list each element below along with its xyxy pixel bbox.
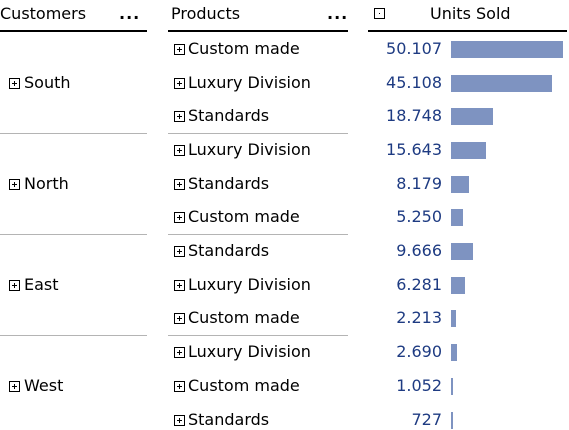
units-sold-value: 5.250 <box>396 207 442 226</box>
customer-name[interactable]: South <box>24 73 71 92</box>
units-sold-bar <box>451 344 457 361</box>
units-sold-value: 15.643 <box>386 140 442 159</box>
expand-product-icon[interactable] <box>174 280 185 291</box>
customer-group-separator <box>0 133 147 134</box>
units-sold-bar <box>451 412 453 429</box>
products-more-button[interactable]: ... <box>327 4 349 23</box>
expand-product-icon[interactable] <box>174 415 185 426</box>
product-name[interactable]: Custom made <box>188 308 300 327</box>
product-name[interactable]: Custom made <box>188 207 300 226</box>
products-header[interactable]: Products <box>171 4 241 23</box>
units-sold-bar <box>451 209 463 226</box>
customer-name[interactable]: West <box>24 376 64 395</box>
units-sold-value: 2.213 <box>396 308 442 327</box>
product-name[interactable]: Standards <box>188 174 270 193</box>
units-sold-value: 18.748 <box>386 106 442 125</box>
product-name[interactable]: Standards <box>188 410 270 429</box>
expand-product-icon[interactable] <box>174 44 185 55</box>
expand-product-icon[interactable] <box>174 78 185 89</box>
expand-customer-icon[interactable] <box>9 78 20 89</box>
units-sold-bar <box>451 108 493 125</box>
units-sold-value: 1.052 <box>396 376 442 395</box>
units-sold-bar <box>451 378 454 395</box>
expand-product-icon[interactable] <box>174 111 185 122</box>
units-sold-bar <box>451 310 456 327</box>
expand-product-icon[interactable] <box>174 212 185 223</box>
units-sold-header-underline <box>368 30 567 32</box>
product-group-separator <box>168 335 348 336</box>
units-sold-bar <box>451 243 473 260</box>
units-sold-bar <box>451 277 465 294</box>
units-sold-value: 50.107 <box>386 39 442 58</box>
units-sold-bar <box>451 75 552 92</box>
product-name[interactable]: Standards <box>188 241 270 260</box>
expand-customer-icon[interactable] <box>9 381 20 392</box>
expand-product-icon[interactable] <box>174 145 185 156</box>
customer-name[interactable]: North <box>24 174 69 193</box>
expand-product-icon[interactable] <box>174 347 185 358</box>
units-sold-value: 9.666 <box>396 241 442 260</box>
expand-product-icon[interactable] <box>174 313 185 324</box>
product-name[interactable]: Custom made <box>188 39 300 58</box>
units-sold-value: 2.690 <box>396 342 442 361</box>
expand-product-icon[interactable] <box>174 246 185 257</box>
products-header-underline <box>168 30 348 32</box>
product-name[interactable]: Custom made <box>188 376 300 395</box>
units-sold-value: 8.179 <box>396 174 442 193</box>
units-sold-bar <box>451 176 470 193</box>
customer-group-separator <box>0 234 147 235</box>
units-sold-bar <box>451 142 486 159</box>
customers-header[interactable]: Customers <box>0 4 87 23</box>
product-group-separator <box>168 234 348 235</box>
product-group-separator <box>168 133 348 134</box>
customer-name[interactable]: East <box>24 275 59 294</box>
expand-customer-icon[interactable] <box>9 179 20 190</box>
units-sold-value: 45.108 <box>386 73 442 92</box>
customer-group-separator <box>0 335 147 336</box>
units-sold-value: 727 <box>411 410 442 429</box>
units-sold-header[interactable]: Units Sold <box>430 4 511 23</box>
expand-product-icon[interactable] <box>174 179 185 190</box>
expand-customer-icon[interactable] <box>9 280 20 291</box>
customers-more-button[interactable]: ... <box>119 4 141 23</box>
product-name[interactable]: Luxury Division <box>188 140 311 159</box>
product-name[interactable]: Luxury Division <box>188 342 311 361</box>
product-name[interactable]: Standards <box>188 106 270 125</box>
customers-header-underline <box>0 30 147 32</box>
units-sold-value: 6.281 <box>396 275 442 294</box>
product-name[interactable]: Luxury Division <box>188 73 311 92</box>
units-sold-bar <box>451 41 563 58</box>
expand-product-icon[interactable] <box>174 381 185 392</box>
collapse-units-icon[interactable] <box>374 8 385 19</box>
product-name[interactable]: Luxury Division <box>188 275 311 294</box>
